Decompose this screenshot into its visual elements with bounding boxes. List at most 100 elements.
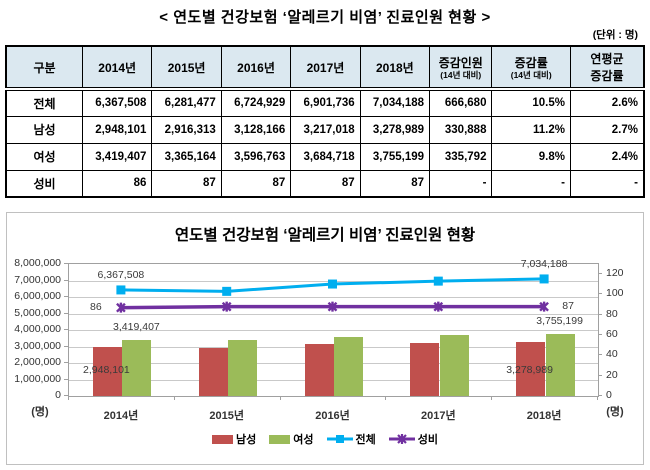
x-axis-category-label: 2015년	[209, 410, 244, 422]
table-cell: 6,367,508	[81, 88, 153, 117]
gridline	[69, 346, 598, 348]
table-cell: 87	[151, 169, 222, 198]
x-axis-tick	[279, 396, 281, 400]
y-axis-left-tick	[64, 279, 68, 281]
column-header-label: 2015년	[167, 60, 206, 75]
y-axis-left-tick	[64, 296, 68, 297]
column-header-label: 증감인원	[438, 56, 483, 70]
column-header-sublabel: (14년 대비)	[440, 70, 482, 80]
column-header-label2: 증감률	[590, 69, 624, 83]
bar-남성	[92, 347, 122, 396]
x-axis-category-label: 2018년	[526, 410, 562, 422]
table-cell: 3,596,763	[220, 142, 292, 171]
row-header: 성비	[5, 169, 83, 198]
column-header-label: 2018년	[375, 60, 414, 75]
y-axis-right-tick	[598, 273, 602, 275]
data-label-전체: 6,367,508	[97, 268, 145, 281]
table-cell: 666,680	[429, 88, 493, 117]
y-axis-left-tick-label: 1,000,000	[14, 372, 61, 385]
x-axis-tick	[68, 396, 69, 400]
column-header-label: 2014년	[98, 60, 137, 75]
column-header: 증감률 (14년 대비)	[491, 45, 571, 91]
data-label-남성: 2,948,101	[83, 364, 130, 376]
y-axis-left-tick	[64, 378, 68, 380]
table-header-row: 구분 2014년 2015년 2016년 2017년 2018년 증감인원 (14년 대비) 증…	[5, 45, 645, 91]
x-axis-category-label: 2016년	[315, 410, 350, 422]
x-axis-tick	[597, 396, 598, 400]
line-series-layer	[116, 274, 549, 313]
table-cell: 2.4%	[569, 142, 645, 171]
column-header: 2015년	[151, 45, 222, 91]
marker-square	[116, 285, 126, 295]
bar-여성	[122, 339, 152, 396]
gridline	[69, 297, 598, 298]
column-header-label: 증감률	[514, 56, 548, 70]
chart-panel: 연도별 건강보험 ‘알레르기 비염’ 진료인원 현황 남성 여성 전체 성비 0 1,0…	[6, 212, 644, 465]
table-header-row: 구분 2014년 2015년 2016년 2017년 2018년 증감인원 (14년 대비) 증…	[5, 45, 645, 91]
table-cell: 2,916,313	[151, 115, 222, 144]
legend-label: 전체	[355, 434, 376, 446]
gridline	[69, 363, 598, 364]
legend-marker-x	[396, 434, 407, 444]
column-header-sublabel: (14년 대비)	[510, 70, 552, 80]
gridline	[69, 330, 598, 331]
table-cell: 6,281,477	[151, 88, 222, 117]
column-header: 구분	[5, 45, 83, 91]
table-cell: 6,724,929	[220, 88, 292, 117]
y-axis-right-tick	[598, 334, 602, 336]
legend-swatch-bar	[269, 434, 291, 444]
y-axis-right-tick-label: 80	[606, 307, 618, 320]
table-cell: 11.2%	[491, 115, 571, 144]
legend-label: 성비	[417, 434, 438, 446]
y-axis-right-tick-label: 20	[606, 368, 618, 381]
page-title: < 연도별 건강보험 ‘알레르기 비염’ 진료인원 현황 >	[159, 9, 491, 26]
table-cell: 3,128,166	[220, 115, 292, 144]
unit-note: (단위 : 명)	[592, 29, 638, 41]
chart-title: 연도별 건강보험 ‘알레르기 비염’ 진료인원 현황	[174, 227, 476, 244]
y-axis-right-tick	[598, 354, 602, 356]
y-axis-left-tick-label: 5,000,000	[14, 306, 61, 319]
y-axis-right-tick	[598, 395, 602, 396]
table-cell: -	[569, 169, 645, 198]
legend-label: 남성	[236, 434, 257, 446]
x-axis-tick	[491, 396, 493, 400]
row-header: 전체	[5, 88, 83, 117]
table-cell: 9.8%	[491, 142, 571, 171]
bar-남성	[198, 347, 228, 396]
row-header: 여성	[5, 142, 83, 171]
chart-legend: 남성 여성 전체 성비	[7, 431, 643, 447]
data-label-전체: 7,034,188	[520, 257, 568, 270]
bar-여성	[545, 334, 575, 396]
table-cell: 3,365,164	[151, 142, 222, 171]
marker-x	[433, 301, 444, 312]
y-axis-left-tick-label: 3,000,000	[14, 339, 61, 352]
legend-line-icon	[388, 434, 415, 444]
table-cell: 3,278,989	[359, 115, 431, 144]
table-cell: 87	[290, 169, 361, 198]
gridline	[69, 379, 598, 381]
table-cell: 3,419,407	[81, 142, 153, 171]
column-header-label: 2017년	[306, 60, 345, 75]
x-axis-category-label: 2017년	[421, 410, 456, 422]
table-cell: 3,217,018	[290, 115, 361, 144]
y-axis-left-tick-label: 2,000,000	[14, 356, 61, 368]
bar-여성	[439, 335, 469, 396]
y-axis-left-tick	[64, 263, 68, 264]
gridline	[69, 313, 598, 315]
bar-남성	[304, 344, 334, 396]
column-header: 2017년	[290, 45, 361, 91]
table-row: 여성 3,419,407 3,365,164 3,596,763 3,684,718 3,…	[5, 142, 645, 171]
legend-item-성비: 성비	[388, 431, 438, 447]
y-axis-left-tick	[64, 395, 68, 396]
y-axis-right-tick-label: 60	[606, 328, 618, 341]
legend-swatch-line	[326, 433, 353, 445]
right-axis-unit-label: (명)	[606, 406, 624, 418]
bar-남성	[410, 342, 440, 396]
column-header-label: 구분	[33, 60, 56, 75]
data-label-남성: 3,278,989	[506, 364, 553, 376]
data-label-여성: 3,419,407	[113, 320, 160, 333]
x-axis-tick	[173, 396, 175, 400]
data-label-여성: 3,755,199	[536, 315, 583, 328]
table-cell: 3,755,199	[359, 142, 431, 171]
left-axis-unit-label: (명)	[31, 406, 49, 418]
